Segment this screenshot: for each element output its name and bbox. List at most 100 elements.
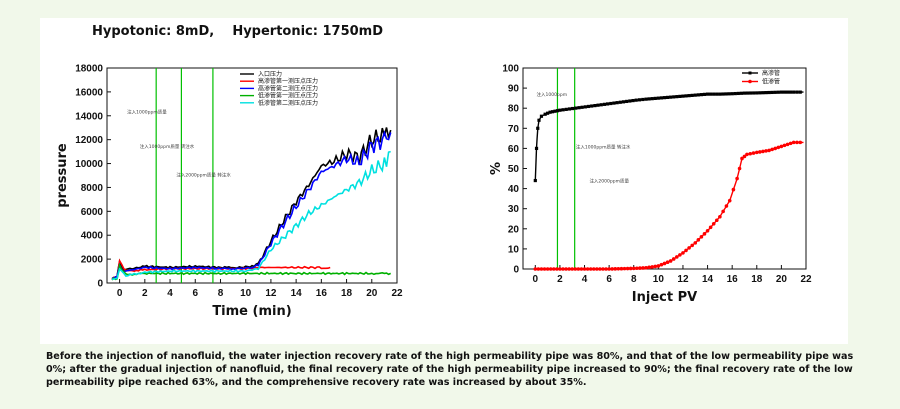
x-tick-label: 22: [391, 288, 403, 299]
series-point: [612, 101, 616, 105]
series-point: [618, 100, 622, 104]
series-point: [583, 105, 587, 109]
series-point: [550, 110, 555, 114]
series-point: [634, 98, 638, 102]
series-point: [714, 218, 719, 223]
series-point: [699, 235, 704, 239]
series-point: [736, 91, 740, 96]
series-point: [553, 109, 557, 113]
series-point: [672, 95, 676, 99]
series-point: [650, 265, 654, 269]
series-point: [788, 141, 793, 146]
x-tick-label: 18: [751, 274, 763, 285]
series-point: [767, 148, 771, 153]
x-axis-label: Time (min): [212, 304, 291, 319]
y-tick-label: 0: [97, 279, 103, 290]
series-point: [737, 166, 742, 171]
series-point: [615, 101, 619, 105]
series-point: [773, 90, 777, 94]
series-point: [641, 266, 645, 270]
series-point: [571, 106, 575, 111]
series-point: [628, 266, 633, 271]
series-point: [662, 96, 667, 100]
series-point: [740, 156, 744, 161]
series-point: [708, 225, 713, 230]
series-point: [724, 92, 728, 96]
series-point: [647, 97, 651, 101]
series-point: [605, 102, 610, 106]
series-point: [659, 96, 664, 100]
series-point: [770, 90, 774, 95]
series-point: [567, 107, 572, 111]
series-point: [776, 145, 781, 150]
series-point: [579, 267, 584, 271]
series-point: [536, 267, 541, 271]
series-point: [675, 255, 679, 259]
x-tick-label: 12: [677, 274, 689, 285]
series-point: [709, 92, 713, 96]
series-point: [533, 178, 537, 183]
y-tick-label: 80: [508, 104, 520, 115]
series-point: [644, 265, 648, 270]
series-point: [789, 90, 793, 94]
series-point: [656, 264, 661, 268]
series-point: [536, 126, 540, 130]
series-point: [748, 151, 753, 156]
series-point: [798, 90, 802, 94]
series-point: [561, 108, 565, 112]
series-point: [761, 91, 765, 95]
series-point: [718, 92, 722, 96]
annotation-label: 注入1000ppm: [537, 91, 568, 98]
series-point: [635, 266, 639, 271]
x-tick-label: 16: [316, 288, 328, 299]
series-point: [533, 267, 538, 271]
y-tick-label: 0: [513, 265, 519, 276]
series-point: [705, 229, 710, 233]
series-point: [754, 150, 759, 155]
plot-frame: [106, 67, 398, 284]
x-tick-label: 14: [291, 288, 303, 299]
series-point: [665, 95, 670, 99]
y-tick-label: 40: [508, 184, 520, 195]
series-point: [745, 152, 749, 157]
legend-label: 入口压力: [258, 70, 282, 78]
series-point: [699, 93, 704, 97]
hypertonic-label: Hypertonic: 1750mD: [232, 24, 384, 39]
series-point: [684, 94, 688, 98]
series-point: [604, 267, 608, 271]
series-point: [715, 92, 719, 96]
series-point: [641, 97, 645, 102]
series-point: [767, 90, 771, 95]
series-point: [558, 267, 562, 271]
series-point: [539, 267, 544, 271]
series-line: [534, 91, 804, 181]
series-line: [111, 150, 391, 281]
series-point: [785, 142, 790, 147]
series-point: [537, 118, 541, 122]
y-tick-label: 10: [508, 244, 520, 255]
series-point: [785, 90, 790, 94]
series-point: [596, 103, 600, 107]
y-axis-label: %: [489, 162, 504, 175]
series-point: [758, 150, 762, 154]
series-point: [724, 204, 729, 208]
series-point: [668, 259, 673, 263]
x-tick-label: 16: [727, 274, 739, 285]
series-point: [782, 90, 787, 94]
series-point: [644, 97, 648, 101]
series-point: [598, 267, 602, 271]
series-point: [782, 143, 787, 148]
series-point: [586, 104, 591, 109]
series-point: [690, 243, 694, 248]
series-point: [792, 90, 796, 94]
series-point: [653, 96, 657, 101]
y-tick-label: 50: [508, 164, 520, 175]
series-point: [662, 261, 667, 266]
permeability-heading: Hypotonic: 8mD, Hypertonic: 1750mD: [92, 24, 383, 39]
series-point: [564, 107, 568, 111]
series-point: [616, 266, 621, 271]
y-tick-label: 60: [508, 144, 520, 155]
series-point: [665, 260, 670, 265]
series-line: [111, 127, 392, 280]
series-point: [742, 91, 747, 95]
